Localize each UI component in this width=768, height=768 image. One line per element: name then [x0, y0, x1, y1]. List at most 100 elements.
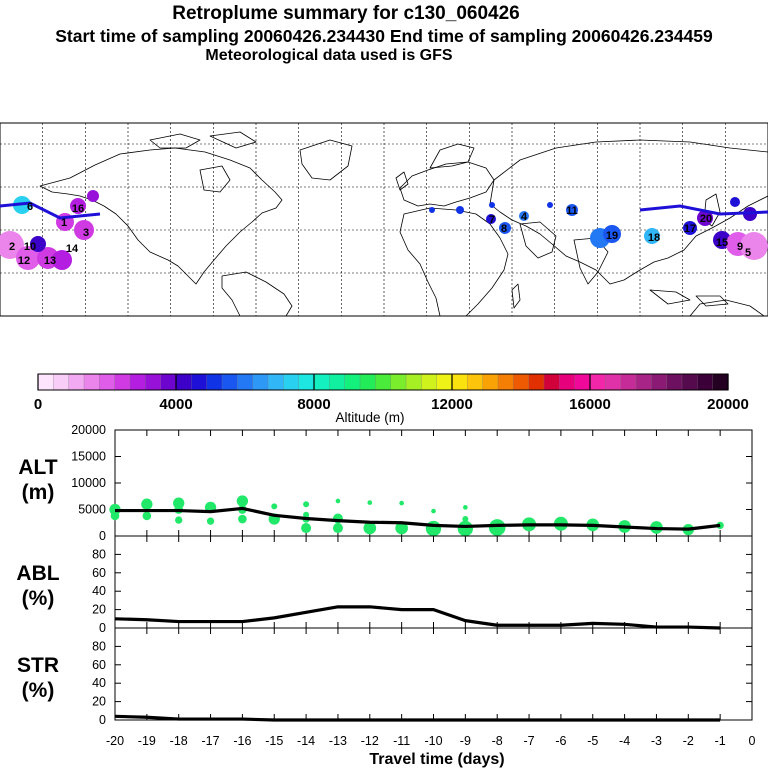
panel-1-ytick-80: 80 — [92, 547, 106, 561]
xtick-label--19: -19 — [138, 734, 156, 748]
page-title: Retroplume summary for c130_060426 — [172, 3, 520, 24]
coast-scandinavia — [429, 143, 475, 169]
xtick-label--17: -17 — [202, 734, 220, 748]
coast-africa — [399, 207, 509, 317]
met-data-label: Meteorological data used is GFS — [205, 47, 453, 64]
colorbar-cell-21 — [359, 373, 376, 391]
colorbar-tick-4000: 4000 — [159, 396, 192, 413]
colorbar-cells — [37, 373, 729, 391]
colorbar-cell-9 — [175, 373, 192, 391]
colorbar-cell-39 — [635, 373, 652, 391]
xtick-label--7: -7 — [523, 734, 534, 748]
colorbar-cell-31 — [513, 373, 530, 391]
panel-0-ytick-15000: 15000 — [71, 450, 106, 464]
alt-marker-24 — [395, 521, 408, 535]
xtick-label--11: -11 — [393, 734, 410, 748]
colorbar-cell-26 — [436, 373, 453, 391]
plume-blob-4 — [74, 220, 94, 240]
coastlines — [39, 131, 768, 317]
xtick-label--4: -4 — [619, 734, 630, 748]
plume-blob-13 — [683, 221, 697, 235]
panel-2-ylabel-1: (%) — [22, 679, 55, 702]
panel-0-ytick-20000: 20000 — [71, 423, 106, 437]
plume-blob-22 — [519, 211, 529, 221]
plume-day-label-4: 14 — [66, 243, 79, 255]
colorbar-ticks: 0 4000 8000 12000 16000 20000 — [34, 374, 749, 413]
panel-2-ytick-80: 80 — [92, 639, 106, 653]
header: Retroplume summary for c130_060426 Start… — [0, 0, 768, 70]
time-series-panels: 05000100001500020000ALT(m)020406080ABL(%… — [16, 423, 753, 727]
colorbar-cell-11 — [206, 373, 223, 391]
colorbar-cell-2 — [68, 373, 85, 391]
coast-arabia — [519, 221, 557, 259]
plume-blob-23 — [566, 204, 578, 216]
plume-day-label-16: 3 — [83, 227, 89, 239]
plume-day-label-11: 12 — [18, 255, 30, 267]
alt-marker-17 — [301, 523, 312, 534]
alt-marker-21 — [367, 500, 373, 505]
plume-day-label-19: 5 — [745, 247, 751, 259]
coast-hudson-bay — [199, 165, 231, 193]
colorbar-cell-1 — [53, 373, 70, 391]
colorbar-cell-35 — [574, 373, 591, 391]
xtick-label--12: -12 — [361, 734, 379, 748]
plume-blob-6 — [16, 246, 40, 270]
coast-asia — [489, 139, 768, 285]
plume-day-label-13: 10 — [24, 241, 36, 253]
panel-2-ytick-20: 20 — [92, 695, 106, 709]
coast-arctic-islands — [149, 131, 257, 149]
panel-1-series-line — [114, 605, 721, 630]
coast-greenland — [299, 139, 353, 181]
colorbar-cell-34 — [559, 373, 576, 391]
plume-day-label-15: 7 — [489, 214, 495, 226]
panel-2-ytick-60: 60 — [92, 658, 106, 672]
colorbar-cell-10 — [191, 373, 208, 391]
plume-day-label-3: 2 — [9, 241, 15, 253]
panel-0-ylabel-0: ALT — [18, 456, 57, 479]
panel-0-ylabel-1: (m) — [22, 481, 55, 504]
colorbar-cell-37 — [605, 373, 622, 391]
colorbar-cell-8 — [160, 373, 177, 391]
plume-day-label-5: 19 — [606, 230, 618, 242]
plume-blob-9 — [30, 236, 46, 252]
plume-blob-26 — [489, 202, 495, 208]
panel-0-ytick-10000: 10000 — [71, 476, 106, 490]
panel-1-ylabel-1: (%) — [22, 587, 55, 610]
alt-marker-28 — [462, 516, 469, 523]
alt-marker-25 — [431, 508, 436, 514]
colorbar-cell-32 — [528, 373, 545, 391]
x-axis: -20 -19 -18 -17 -16 -15 -14 -13 -12 -11 -10 -9 -8 -7-… — [106, 734, 756, 748]
plume-day-label-9: 9 — [737, 241, 743, 253]
plume-blob-27 — [547, 202, 553, 208]
alt-marker-23 — [399, 500, 404, 506]
xtick-label--13: -13 — [329, 734, 347, 748]
plume-blob-21 — [486, 214, 496, 224]
alt-marker-11 — [238, 514, 247, 524]
panel-0-ytick-5000: 5000 — [78, 503, 106, 517]
panel-1-ylabel-0: ABL — [16, 562, 59, 585]
colorbar-cell-17 — [298, 373, 315, 391]
colorbar-cell-23 — [390, 373, 407, 391]
xtick-label--16: -16 — [233, 734, 251, 748]
alt-marker-6 — [175, 516, 183, 524]
colorbar-cell-24 — [405, 373, 422, 391]
xtick-label--5: -5 — [587, 734, 598, 748]
panel-1-ytick-40: 40 — [92, 584, 106, 598]
colorbar-cell-13 — [237, 373, 254, 391]
plume-day-label-2: 1 — [61, 217, 67, 229]
coast-madagascar — [511, 283, 521, 309]
panel-0-ytick-0: 0 — [99, 529, 106, 543]
xtick-label--20: -20 — [106, 734, 124, 748]
coast-australia — [689, 299, 765, 317]
colorbar-tick-20000: 20000 — [707, 396, 749, 413]
sampling-times: Start time of sampling 20060426.234430 E… — [55, 26, 713, 46]
alt-marker-8 — [206, 517, 215, 525]
colorbar-cell-44 — [712, 373, 729, 391]
colorbar-cell-29 — [482, 373, 499, 391]
colorbar-cell-25 — [421, 373, 438, 391]
xtick-label--8: -8 — [492, 734, 503, 748]
plume-day-label-17: 4 — [521, 211, 528, 223]
colorbar-cell-16 — [283, 373, 300, 391]
